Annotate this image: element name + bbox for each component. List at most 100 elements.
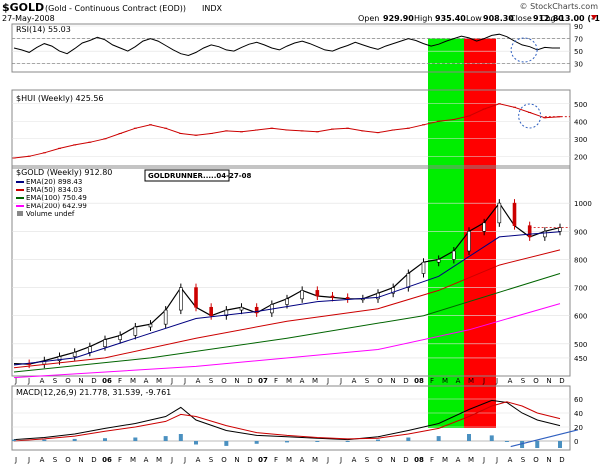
month-label-lower: M	[442, 456, 448, 464]
month-label-upper: J	[27, 377, 30, 385]
gold-tick-label: 600	[574, 313, 587, 321]
symbol-label: $GOLD	[2, 1, 44, 14]
hui-panel-frame	[11, 89, 571, 169]
macd-histogram-bar	[103, 438, 107, 441]
hui-layer	[12, 103, 570, 159]
month-label-upper: A	[300, 377, 305, 385]
month-label-upper: J	[482, 377, 485, 385]
month-label-upper: F	[118, 377, 122, 385]
month-label-upper: J	[183, 377, 186, 385]
price-candle	[254, 306, 259, 314]
legend-ema200: EMA(200) 642.99	[26, 202, 87, 210]
price-candle	[543, 230, 547, 238]
rsi-tick-label: 70	[574, 36, 583, 44]
month-label-upper: F	[274, 377, 278, 385]
month-label-lower: O	[377, 456, 383, 464]
month-label-lower: N	[546, 456, 551, 464]
gold-tick-label: 800	[574, 256, 587, 264]
macd-series-signal	[13, 401, 561, 442]
macd-histogram-bar	[558, 441, 562, 448]
close-label: Close	[510, 14, 532, 23]
green-zone	[428, 38, 464, 428]
month-label-lower: M	[156, 456, 162, 464]
rsi-tick-label: 90	[574, 23, 583, 31]
month-label-lower: M	[286, 456, 292, 464]
price-candle	[118, 335, 122, 340]
price-candle	[330, 295, 335, 298]
macd-tick-label: 0	[574, 438, 578, 446]
month-label-upper: J	[326, 377, 329, 385]
price-candle	[527, 225, 532, 238]
month-label-upper: D	[559, 377, 564, 385]
macd-histogram-bar	[42, 439, 47, 441]
month-label-upper: J	[339, 377, 342, 385]
goldrunner-box	[144, 169, 230, 182]
month-label-upper: N	[234, 377, 239, 385]
gold-series-ema-20-	[13, 231, 561, 366]
macd-tick-label: 20	[574, 424, 583, 432]
month-label-lower: S	[53, 456, 58, 464]
macd-histogram-bar	[224, 441, 229, 446]
gold-panel-frame	[11, 165, 571, 377]
price-candle	[512, 202, 517, 226]
month-label-upper: O	[65, 377, 71, 385]
month-label-lower: D	[403, 456, 408, 464]
price-candle	[285, 298, 289, 305]
month-label-lower: A	[40, 456, 45, 464]
month-label-upper: A	[508, 377, 513, 385]
month-label-lower: M	[312, 456, 318, 464]
macd-projection-line	[510, 429, 579, 448]
macd-histogram-bar	[436, 436, 441, 441]
month-label-upper: F	[430, 377, 434, 385]
price-candle	[467, 230, 471, 252]
price-candle	[315, 290, 320, 297]
month-label-lower: 07	[258, 456, 268, 464]
legend-volume-swatch	[17, 211, 23, 216]
macd-series-macd	[13, 399, 561, 441]
symbol-name: (Gold - Continuous Contract (EOD))	[45, 4, 186, 13]
month-label-upper: O	[533, 377, 539, 385]
macd-tick-label: 40	[574, 410, 583, 418]
macd-histogram-bar	[520, 441, 525, 448]
month-label-lower: F	[118, 456, 122, 464]
month-label-upper: D	[403, 377, 408, 385]
month-label-upper: S	[209, 377, 214, 385]
exchange-label: INDX	[202, 4, 223, 13]
macd-histogram-bar	[133, 437, 138, 441]
month-label-upper: J	[170, 377, 173, 385]
month-label-lower: A	[508, 456, 513, 464]
price-candle	[421, 261, 426, 274]
month-label-upper: M	[130, 377, 136, 385]
price-candle	[194, 287, 198, 308]
month-label-upper: A	[40, 377, 45, 385]
month-label-upper: 07	[258, 377, 268, 385]
month-label-upper: M	[442, 377, 448, 385]
rsi-title: RSI(14) 55.03	[16, 25, 71, 34]
price-candle	[88, 346, 92, 353]
macd-histogram-bar	[345, 441, 350, 442]
macd-histogram-bar	[315, 441, 320, 442]
rsi-highlight-circle	[510, 37, 538, 63]
close-value: 912.80	[533, 14, 564, 23]
gold-series-ema-100-	[13, 273, 561, 373]
price-candle	[482, 222, 486, 232]
price-candle	[224, 309, 229, 317]
macd-layer	[12, 399, 579, 448]
month-label-upper: N	[78, 377, 83, 385]
macd-tick-label: 60	[574, 396, 583, 404]
month-label-upper: 08	[414, 377, 424, 385]
gold-tick-label: 450	[574, 355, 587, 363]
month-axis: JJJJAASSOONNDD0606FFMMAAMMJJJJAASSOONNDD…	[14, 377, 565, 464]
gold-title: $GOLD (Weekly) 912.80	[16, 168, 112, 177]
macd-histogram-bar	[194, 441, 198, 445]
hui-tick-label: 400	[574, 118, 587, 126]
gold-layer	[13, 199, 570, 379]
month-label-upper: N	[390, 377, 395, 385]
month-label-lower: J	[27, 456, 30, 464]
down-arrow-icon	[591, 15, 597, 20]
gold-legend: EMA(20) 898.43 EMA(50) 834.03 EMA(100) 7…	[16, 178, 87, 218]
macd-histogram-bar	[489, 435, 494, 441]
month-label-lower: N	[234, 456, 239, 464]
